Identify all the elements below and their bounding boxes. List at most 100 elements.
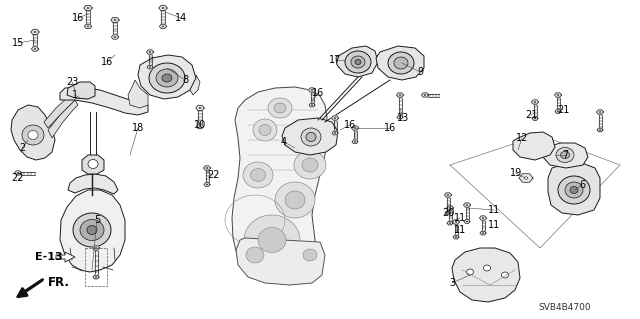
Ellipse shape xyxy=(447,212,449,213)
Text: 11: 11 xyxy=(454,213,466,223)
Ellipse shape xyxy=(449,223,451,224)
Ellipse shape xyxy=(524,177,528,179)
Ellipse shape xyxy=(268,98,292,118)
Ellipse shape xyxy=(483,233,484,234)
Polygon shape xyxy=(232,87,328,283)
Polygon shape xyxy=(596,110,604,114)
Ellipse shape xyxy=(114,19,116,21)
Polygon shape xyxy=(111,18,119,23)
Ellipse shape xyxy=(388,52,414,74)
Polygon shape xyxy=(282,118,338,155)
Ellipse shape xyxy=(206,184,208,185)
Polygon shape xyxy=(309,103,315,107)
Polygon shape xyxy=(15,171,22,175)
Text: 20: 20 xyxy=(442,208,454,218)
Ellipse shape xyxy=(467,269,474,275)
Ellipse shape xyxy=(334,117,336,119)
Text: 13: 13 xyxy=(397,113,409,123)
Text: 9: 9 xyxy=(417,67,423,77)
Ellipse shape xyxy=(294,151,326,179)
Text: 11: 11 xyxy=(488,220,500,230)
Text: 21: 21 xyxy=(557,105,569,115)
Text: 11: 11 xyxy=(454,225,466,235)
Polygon shape xyxy=(190,75,200,95)
Text: 14: 14 xyxy=(175,13,187,23)
Ellipse shape xyxy=(534,101,536,103)
Polygon shape xyxy=(147,65,153,69)
Polygon shape xyxy=(84,24,92,29)
Ellipse shape xyxy=(399,94,401,96)
Polygon shape xyxy=(147,50,154,54)
Ellipse shape xyxy=(258,227,286,253)
Polygon shape xyxy=(31,29,39,34)
Polygon shape xyxy=(159,5,167,11)
Polygon shape xyxy=(445,211,451,215)
Polygon shape xyxy=(351,126,358,130)
Polygon shape xyxy=(532,117,538,120)
Ellipse shape xyxy=(149,63,185,93)
Ellipse shape xyxy=(455,237,457,238)
Ellipse shape xyxy=(246,247,264,263)
Text: 23: 23 xyxy=(66,77,78,87)
Ellipse shape xyxy=(556,147,574,162)
Ellipse shape xyxy=(22,125,44,145)
Text: 4: 4 xyxy=(281,137,287,147)
Polygon shape xyxy=(397,93,403,97)
Polygon shape xyxy=(204,183,210,186)
Text: 21: 21 xyxy=(525,110,537,120)
Ellipse shape xyxy=(455,221,457,223)
Polygon shape xyxy=(111,35,118,39)
Polygon shape xyxy=(479,216,486,220)
Text: 2: 2 xyxy=(19,143,25,153)
Polygon shape xyxy=(480,231,486,235)
Text: 22: 22 xyxy=(207,170,220,180)
Polygon shape xyxy=(93,275,99,279)
Ellipse shape xyxy=(565,182,583,198)
Text: 12: 12 xyxy=(516,133,528,143)
Polygon shape xyxy=(196,124,204,129)
Ellipse shape xyxy=(34,31,36,33)
Ellipse shape xyxy=(557,111,559,112)
Ellipse shape xyxy=(275,182,315,218)
Polygon shape xyxy=(376,46,424,80)
Text: 15: 15 xyxy=(12,38,24,48)
Polygon shape xyxy=(597,128,603,132)
Polygon shape xyxy=(204,166,211,170)
Ellipse shape xyxy=(95,277,97,278)
Ellipse shape xyxy=(599,111,601,113)
Ellipse shape xyxy=(345,51,371,73)
Text: FR.: FR. xyxy=(48,277,70,290)
Ellipse shape xyxy=(156,69,178,87)
Ellipse shape xyxy=(114,36,116,38)
Text: 16: 16 xyxy=(384,123,396,133)
Ellipse shape xyxy=(570,187,578,194)
Polygon shape xyxy=(60,87,148,115)
Polygon shape xyxy=(332,116,339,120)
Text: 10: 10 xyxy=(194,120,206,130)
Ellipse shape xyxy=(199,107,201,109)
Ellipse shape xyxy=(483,265,490,271)
Polygon shape xyxy=(453,235,459,239)
Polygon shape xyxy=(60,190,125,272)
Polygon shape xyxy=(82,155,104,174)
Text: 16: 16 xyxy=(344,120,356,130)
Text: SVB4B4700: SVB4B4700 xyxy=(539,303,591,313)
Ellipse shape xyxy=(95,248,97,249)
Polygon shape xyxy=(519,174,533,182)
Polygon shape xyxy=(555,110,561,113)
Polygon shape xyxy=(463,203,470,207)
Polygon shape xyxy=(93,246,99,250)
Text: 16: 16 xyxy=(312,88,324,98)
Ellipse shape xyxy=(285,191,305,209)
Bar xyxy=(85,248,107,286)
Ellipse shape xyxy=(424,94,426,96)
Ellipse shape xyxy=(351,56,365,68)
Polygon shape xyxy=(548,163,600,215)
Ellipse shape xyxy=(199,126,201,127)
Ellipse shape xyxy=(466,204,468,206)
Polygon shape xyxy=(84,5,92,11)
Ellipse shape xyxy=(355,141,356,142)
Polygon shape xyxy=(542,143,588,168)
Polygon shape xyxy=(452,248,520,302)
Polygon shape xyxy=(332,131,338,135)
